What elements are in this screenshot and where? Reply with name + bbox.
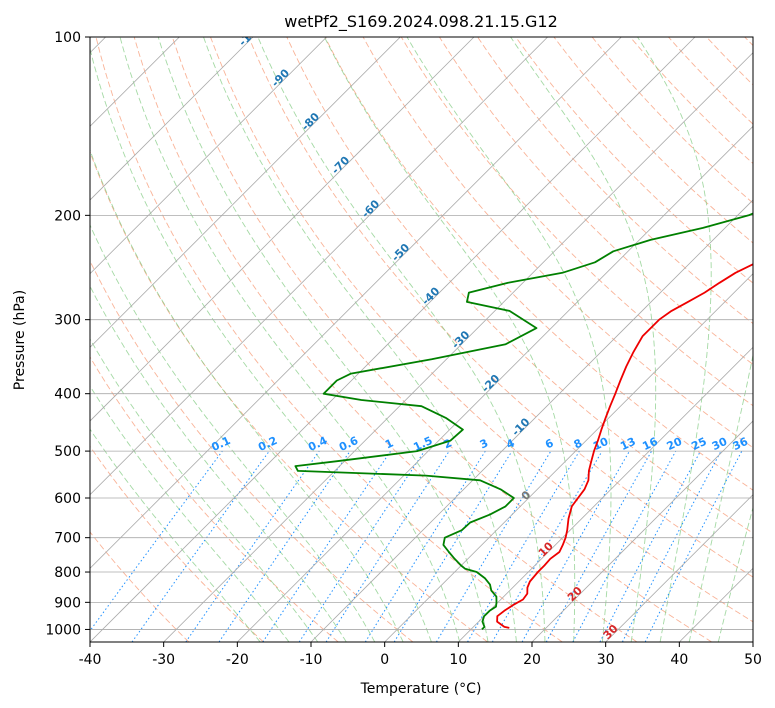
x-tick-label: -30 [152,652,175,668]
plot-background [90,37,753,642]
temperature-profile-line [496,263,753,629]
x-tick-label: 10 [449,652,467,668]
mixing-ratio-line [393,450,513,642]
mixing-ratio-label: 25 [689,435,708,453]
x-tick-label: -40 [79,652,102,668]
dry-adiabat-line [90,259,414,642]
y-tick-label: 500 [54,444,81,460]
mixing-ratio-line [364,450,486,642]
isotherm-line [163,52,753,642]
dry-adiabat-line [629,37,753,165]
dry-adiabat-line [477,37,753,325]
isotherm-line [90,37,548,496]
chart-title: wetPf2_S169.2024.098.21.15.G12 [284,12,558,32]
y-tick-label: 700 [54,531,81,547]
x-axis-label: Temperature (°C) [360,681,482,697]
dry-adiabat-line [591,37,753,204]
moist-adiabat-line [90,148,404,642]
dry-adiabat-line [439,37,753,365]
moist-adiabat-line [90,223,376,642]
moist-adiabat-line [510,37,657,642]
y-tick-label: 1000 [45,622,81,638]
x-tick-label: -10 [300,652,323,668]
moist-adiabat-line [90,338,319,642]
mixing-ratio-line [131,450,270,642]
x-tick-label: 40 [670,652,688,668]
mixing-ratio-line [467,450,580,642]
mixing-ratio-label: 16 [640,435,660,453]
isotherms [90,37,753,642]
mixing-ratio-line [218,450,351,642]
moist-adiabat-line [637,37,712,642]
dry-adiabat-line [90,356,339,642]
x-tick-label: -20 [226,652,249,668]
mixing-ratio-line [521,450,630,642]
dry-adiabat-line [324,37,753,491]
moist-adiabat-line [90,46,432,642]
mixing-ratio-line [572,450,677,642]
isotherm-line [605,494,753,642]
x-tick-label: 50 [744,652,762,668]
x-tick-label: 0 [380,652,389,668]
moist-adiabat-line [323,37,576,642]
moist-adiabat-line [406,37,612,642]
dry-adiabat-line [400,37,753,407]
dry-adiabat-line [515,37,753,284]
pressure-gridlines [90,37,753,630]
mixing-ratio-label: 30 [710,435,730,453]
mixing-ratio-line [185,450,320,642]
mixing-ratio-label: 13 [618,435,637,453]
mixing-ratio-label: 20 [665,435,685,453]
moist-adiabat-line [157,37,489,642]
plot-frame [89,36,754,643]
mixing-ratio-lines [90,450,743,642]
profile-series [294,212,753,631]
isotherm-line [90,37,401,348]
y-tick-label: 600 [54,491,81,507]
isotherm-line [310,199,753,642]
dry-adiabat-line [95,37,563,642]
y-tick-label: 900 [54,595,81,611]
moist-adiabat-line [90,385,290,642]
moist-adiabat-line [203,37,517,642]
y-axis-label: Pressure (hPa) [12,290,28,390]
isotherm-line [90,37,475,422]
dry-adiabat-line [248,37,753,578]
moist-adiabat-line [257,37,546,642]
y-tick-label: 400 [54,387,81,403]
isotherm-line [458,346,753,642]
dry-adiabat-line [90,531,190,642]
isotherm-line [90,37,327,275]
isotherm-line [531,420,753,642]
moist-adiabat-line [688,353,753,642]
isotherm-label: -100 [236,20,265,49]
mixing-ratio-line [90,450,223,632]
isotherm-line [237,125,753,642]
isotherm-line [90,37,622,569]
y-tick-label: 200 [54,208,81,224]
y-tick-label: 100 [54,30,81,46]
mixing-ratio-label: 36 [731,435,751,453]
x-axis: -40 -30 -20 -10 0 10 20 30 40 50 [79,642,762,668]
isotherm-line [384,273,753,642]
mixing-ratio-line [435,450,552,642]
moist-adiabat-line [119,37,461,642]
moist-adiabat-line [90,285,347,642]
x-tick-label: 20 [523,652,541,668]
moist-adiabat-line [90,428,261,642]
dry-adiabat-line [286,37,753,534]
moist-adiabats [90,37,753,642]
dry-adiabat-line [553,37,753,244]
isotherm-line [90,37,254,201]
y-tick-label: 300 [54,313,81,329]
dewpoint-profile-line [294,212,753,631]
mixing-ratio-line [491,450,603,642]
mixing-ratio-line [325,450,450,642]
y-axis: 100 200 300 400 500 600 700 800 900 1000 [45,30,90,638]
dry-adiabat-line [210,37,753,623]
x-tick-label: 30 [597,652,615,668]
isotherm-line [90,37,696,642]
y-tick-label: 800 [54,565,81,581]
